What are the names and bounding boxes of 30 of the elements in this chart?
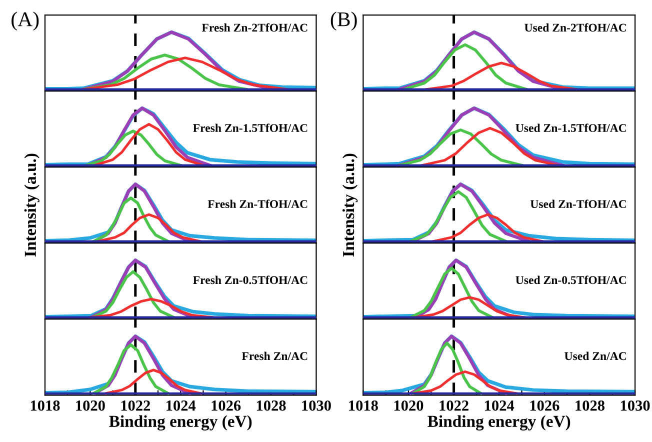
y-axis-title: Intensity (a.u.) — [24, 154, 40, 257]
annotation: Fresh Zn/AC — [242, 352, 308, 360]
annotation: Fresh Zn-TfOH/AC — [208, 200, 308, 208]
annotation: Used Zn/AC — [564, 352, 626, 360]
x-tick-label: 1020 — [394, 400, 424, 411]
annotation: Fresh Zn-0.5TfOH/AC — [193, 276, 308, 284]
x-tick-label: 1026 — [530, 400, 560, 411]
x-tick-label: 1024 — [485, 400, 514, 411]
annotation: Used Zn-1.5TfOH/AC — [516, 124, 626, 132]
text: (B) — [330, 12, 357, 31]
annotation: Used Zn-TfOH/AC — [530, 200, 626, 208]
x-tick-label: 1028 — [256, 400, 286, 411]
x-axis-title: Binding energy (eV) — [109, 415, 252, 430]
x-tick-label: 1022 — [121, 400, 150, 411]
x-tick-label: 1030 — [302, 400, 331, 411]
text: Fresh Zn-2TfOH/AC — [202, 23, 308, 32]
annotation: Used Zn-0.5TfOH/AC — [516, 276, 626, 284]
text: Used Zn-2TfOH/AC — [524, 23, 626, 32]
x-tick-label: 1018 — [349, 400, 378, 411]
x-tick-label: 1026 — [212, 400, 241, 411]
text: (A) — [12, 12, 39, 31]
x-tick-label: 1030 — [620, 400, 650, 411]
x-tick-label: 1024 — [166, 400, 196, 411]
annotation: Fresh Zn-1.5TfOH/AC — [193, 124, 308, 132]
y-axis-title: Intensity (a.u.) — [342, 154, 358, 257]
x-tick-label: 1018 — [30, 400, 60, 411]
x-tick-label: 1028 — [576, 400, 605, 411]
x-axis-title: Binding energy (eV) — [428, 415, 570, 430]
x-tick-label: 1022 — [440, 400, 468, 411]
x-tick-label: 1020 — [76, 400, 105, 411]
